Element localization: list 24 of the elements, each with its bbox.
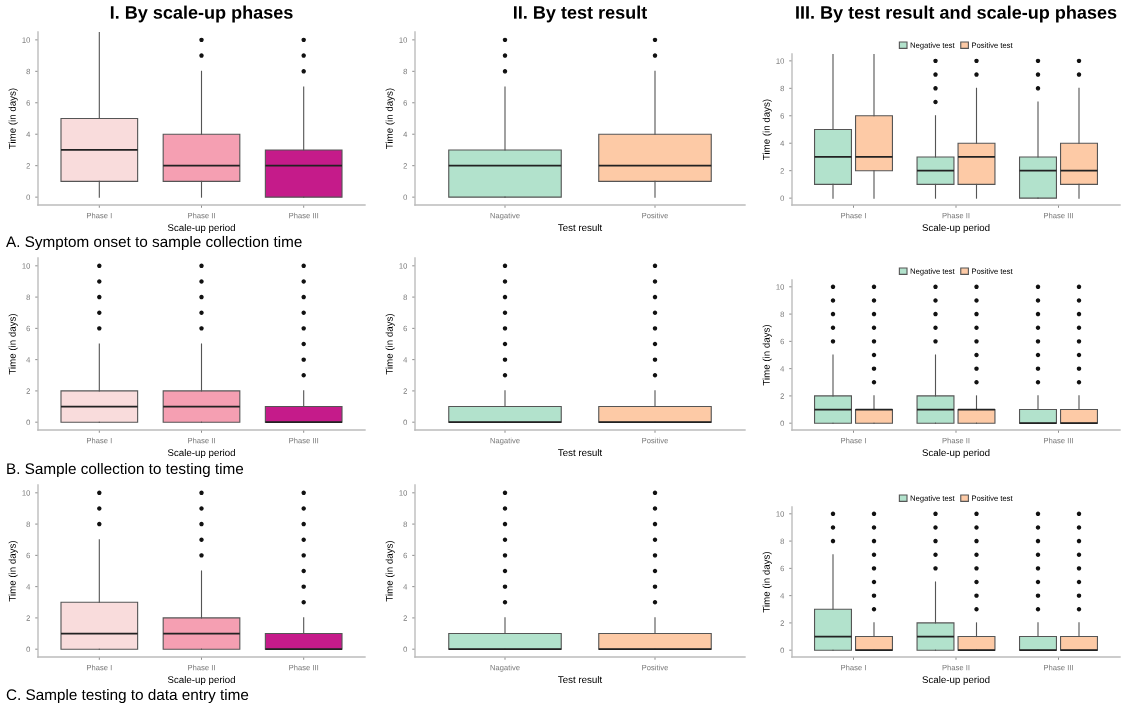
- y-axis-title: Time (in days): [762, 99, 772, 160]
- y-axis-title: Time (in days): [762, 324, 772, 386]
- x-axis-title: Scale-up period: [167, 675, 235, 685]
- chart-title: II. By test result: [513, 5, 648, 23]
- text: B. Sample collection to testing time: [7, 462, 244, 478]
- y-axis-title: Time (in days): [8, 313, 18, 375]
- chart-title: I. By scale-up phases: [110, 5, 293, 23]
- y-axis-title: Time (in days): [385, 313, 395, 375]
- x-axis-title: Scale-up period: [167, 448, 235, 458]
- x-axis-title: Scale-up period: [167, 223, 235, 233]
- x-axis-title: Test result: [558, 223, 603, 232]
- x-axis-title: Scale-up period: [922, 448, 990, 458]
- y-axis-title: Time (in days): [8, 88, 18, 149]
- x-axis-title: Test result: [558, 675, 603, 684]
- text: C. Sample testing to data entry time: [6, 688, 249, 704]
- text: A. Symptom onset to sample collection time: [6, 235, 302, 251]
- y-axis-title: Time (in days): [385, 540, 395, 602]
- chart-title: III. By test result and scale-up phases: [796, 5, 1117, 23]
- y-axis-title: Time (in days): [762, 551, 772, 613]
- x-axis-title: Test result: [558, 448, 603, 457]
- y-axis-title: Time (in days): [385, 88, 395, 149]
- y-axis-title: Time (in days): [8, 540, 18, 602]
- x-axis-title: Scale-up period: [922, 223, 990, 233]
- x-axis-title: Scale-up period: [922, 675, 990, 685]
